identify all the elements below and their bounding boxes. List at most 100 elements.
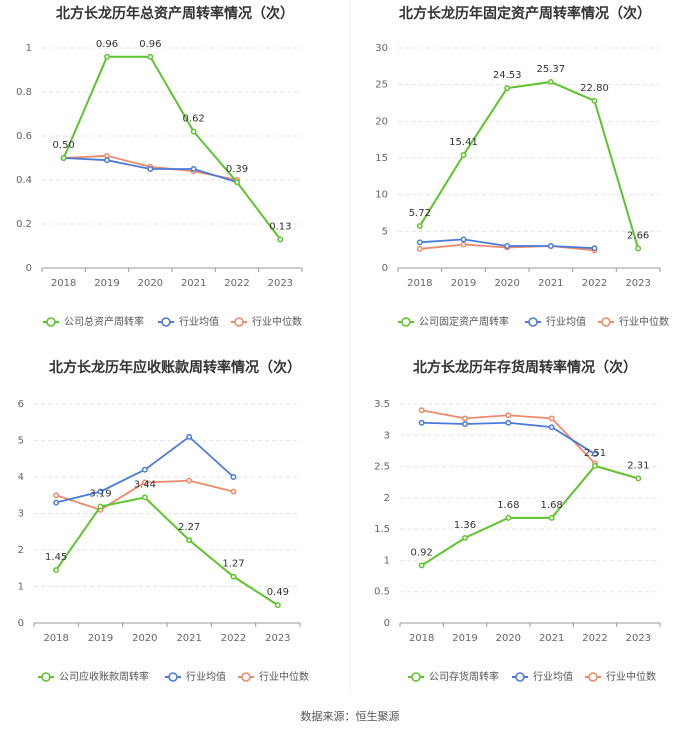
x-tick-label: 2020 — [494, 278, 519, 289]
legend-item-3[interactable]: 行业中位数 — [238, 670, 309, 683]
legend-marker — [41, 672, 51, 682]
legend-item-1[interactable]: 公司存货周转率 — [408, 670, 499, 683]
data-point — [230, 474, 237, 480]
legend-marker — [168, 672, 178, 682]
legend-item-3[interactable]: 行业中位数 — [231, 315, 302, 328]
y-tick-label: 0 — [18, 618, 24, 629]
x-tick-label: 2021 — [176, 633, 201, 644]
data-label: 1.27 — [222, 559, 244, 570]
y-tick-label: 10 — [375, 190, 388, 201]
legend-label: 公司存货周转率 — [429, 670, 499, 683]
x-tick-label: 2022 — [582, 633, 607, 644]
y-tick-label: 0 — [384, 618, 390, 629]
x-tick-label: 2019 — [94, 278, 119, 289]
data-point — [460, 236, 467, 243]
data-point — [505, 419, 512, 426]
chart-title: 北方长龙历年总资产周转率情况（次） — [56, 5, 294, 22]
x-tick-label: 2021 — [538, 278, 563, 289]
data-point — [104, 157, 110, 164]
data-point — [418, 562, 425, 569]
x-tick-label: 2019 — [452, 633, 477, 644]
data-label: 1.36 — [454, 520, 476, 531]
data-label: 0.49 — [267, 587, 289, 598]
data-point — [416, 239, 423, 246]
y-tick-label: 4 — [18, 472, 24, 483]
data-point — [592, 462, 598, 469]
legend-marker — [234, 317, 244, 327]
legend-item-2[interactable]: 行业均值 — [158, 315, 219, 328]
data-label: 2.27 — [178, 522, 200, 533]
legend-marker — [46, 317, 56, 327]
legend-item-1[interactable]: 公司固定资产周转率 — [398, 315, 509, 328]
y-tick-label: 1 — [18, 582, 24, 593]
data-point — [416, 223, 423, 230]
data-point — [462, 534, 468, 541]
data-point — [97, 503, 104, 510]
chart-panel-1: 北方长龙历年总资产周转率情况（次） 0 0.2 0.4 0.6 0.8 1 2018 2019 2… — [16, 5, 303, 328]
legend-label: 公司应收账款周转率 — [59, 670, 149, 683]
x-tick-label: 2018 — [409, 633, 434, 644]
legend-item-1[interactable]: 公司应收账款周转率 — [38, 670, 149, 683]
data-point — [548, 424, 555, 431]
x-tick-label: 2022 — [224, 278, 249, 289]
data-point — [53, 567, 60, 574]
legend-item-3[interactable]: 行业中位数 — [585, 670, 656, 683]
legend-label: 行业中位数 — [259, 670, 309, 683]
legend-item-2[interactable]: 行业均值 — [512, 670, 573, 683]
x-tick-label: 2020 — [496, 633, 521, 644]
series-line-3 — [421, 409, 596, 465]
y-tick-label: 1.5 — [374, 524, 390, 535]
data-label: 0.62 — [183, 114, 205, 125]
data-point — [460, 241, 467, 248]
data-label: 0.92 — [411, 547, 433, 558]
data-point — [418, 419, 425, 426]
y-tick-label: 0.2 — [16, 219, 32, 230]
x-tick-label: 2019 — [88, 633, 113, 644]
data-point — [504, 243, 511, 249]
y-tick-label: 15 — [375, 153, 388, 164]
x-tick-label: 2020 — [132, 633, 157, 644]
legend-item-1[interactable]: 公司总资产周转率 — [43, 315, 144, 328]
data-point — [104, 53, 110, 60]
legend-label: 公司总资产周转率 — [64, 315, 144, 328]
data-label: 24.53 — [493, 70, 522, 81]
x-tick-label: 2021 — [181, 278, 206, 289]
data-label: 3.44 — [134, 479, 156, 490]
data-point — [234, 179, 240, 186]
y-tick-label: 0.5 — [374, 587, 390, 598]
data-label: 5.72 — [409, 208, 431, 219]
data-point — [230, 573, 237, 580]
legend-label: 行业均值 — [533, 670, 573, 683]
chart-panel-3: 北方长龙历年应收账款周转率情况（次） 0 1 2 3 4 5 6 2018 2019 2020 202… — [18, 359, 309, 683]
data-point — [274, 602, 281, 609]
data-point — [547, 79, 554, 85]
data-point — [635, 475, 642, 482]
series-line-1 — [55, 496, 279, 606]
data-point — [547, 243, 554, 249]
y-tick-label: 1 — [26, 43, 32, 54]
chart-title: 北方长龙历年固定资产周转率情况（次） — [399, 5, 651, 22]
legend-item-3[interactable]: 行业中位数 — [598, 315, 669, 328]
legend-label: 行业均值 — [186, 670, 226, 683]
data-point — [186, 433, 193, 440]
chart-title: 北方长龙历年应收账款周转率情况（次） — [49, 359, 301, 376]
data-point — [147, 53, 154, 60]
data-point — [147, 166, 154, 172]
legend-item-2[interactable]: 行业均值 — [165, 670, 226, 683]
x-tick-label: 2022 — [221, 633, 246, 644]
data-point — [141, 479, 148, 486]
data-point — [591, 97, 598, 104]
data-point — [462, 421, 468, 427]
legend-marker — [528, 317, 538, 327]
data-point — [418, 407, 425, 414]
data-point — [416, 245, 423, 252]
series-line-1 — [421, 464, 639, 567]
series-line-1 — [418, 80, 640, 249]
data-point — [186, 477, 193, 484]
legend-item-2[interactable]: 行业均值 — [525, 315, 586, 328]
data-point — [230, 488, 237, 495]
y-tick-label: 0.6 — [16, 131, 32, 142]
data-label: 1.68 — [541, 500, 563, 511]
data-point — [53, 499, 60, 506]
